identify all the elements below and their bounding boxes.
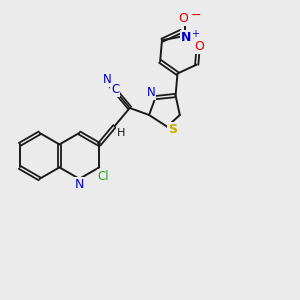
Text: O: O [194, 40, 204, 53]
Text: H: H [117, 128, 125, 138]
Text: +: + [191, 28, 199, 38]
Text: S: S [169, 123, 178, 136]
Text: N: N [102, 73, 111, 86]
Text: O: O [178, 12, 188, 25]
Text: N: N [181, 31, 192, 44]
Text: N: N [75, 178, 84, 191]
Text: N: N [147, 86, 155, 99]
Text: −: − [191, 9, 201, 22]
Text: C: C [111, 83, 119, 96]
Text: Cl: Cl [98, 170, 109, 183]
